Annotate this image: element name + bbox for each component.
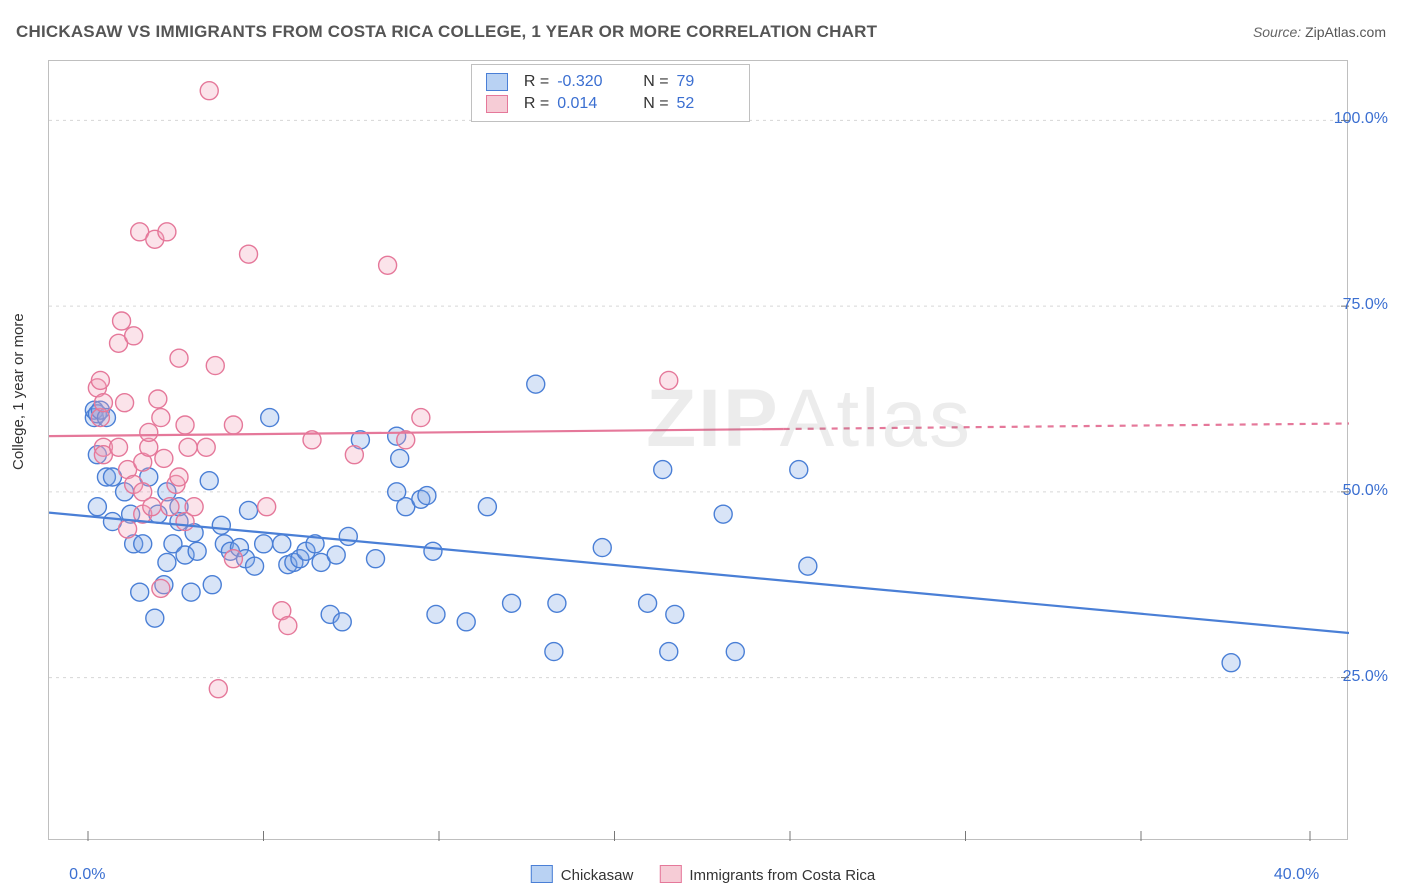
source-value: ZipAtlas.com	[1305, 24, 1386, 40]
correlation-legend: R =-0.320N =79R =0.014N =52	[471, 64, 750, 122]
y-tick-label: 100.0%	[1334, 110, 1388, 128]
legend-swatch	[486, 73, 508, 91]
scatter-chart	[49, 61, 1349, 841]
plot-area: ZIPAtlas R =-0.320N =79R =0.014N =52	[48, 60, 1348, 840]
legend-swatch	[486, 95, 508, 113]
source-label: Source:	[1253, 24, 1301, 40]
y-tick-label: 50.0%	[1343, 482, 1388, 500]
correlation-row: R =-0.320N =79	[486, 71, 735, 93]
legend-label: Immigrants from Costa Rica	[689, 867, 875, 884]
legend-label: Chickasaw	[561, 867, 634, 884]
y-tick-label: 75.0%	[1343, 296, 1388, 314]
x-tick-label: 40.0%	[1274, 866, 1319, 884]
legend-item: Chickasaw	[531, 865, 634, 884]
legend-swatch	[531, 865, 553, 883]
legend-item: Immigrants from Costa Rica	[659, 865, 875, 884]
legend-swatch	[659, 865, 681, 883]
x-tick-label: 0.0%	[69, 866, 105, 884]
correlation-row: R =0.014N =52	[486, 93, 735, 115]
series-legend: Chickasaw Immigrants from Costa Rica	[531, 865, 875, 884]
y-tick-label: 25.0%	[1343, 668, 1388, 686]
y-axis-label: College, 1 year or more	[10, 313, 27, 470]
chart-title: CHICKASAW VS IMMIGRANTS FROM COSTA RICA …	[16, 22, 877, 42]
source-citation: Source: ZipAtlas.com	[1253, 24, 1386, 40]
